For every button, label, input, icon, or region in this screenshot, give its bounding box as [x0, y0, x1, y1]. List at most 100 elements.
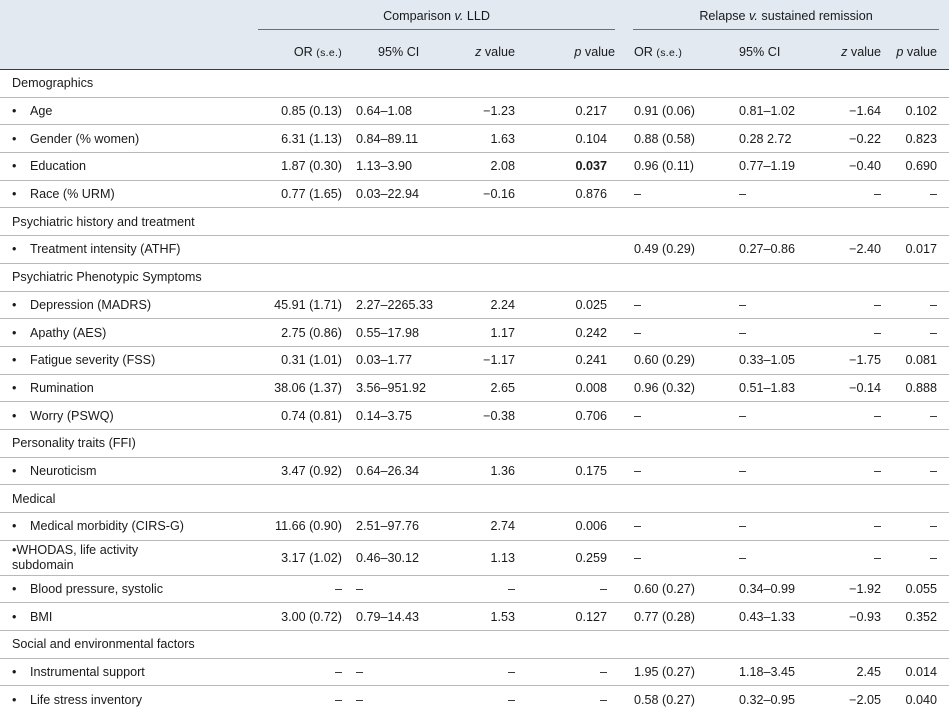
cell-z-right: –: [829, 401, 890, 430]
cell-p-left: 0.217: [525, 96, 626, 125]
cell-p-left: –: [525, 574, 626, 603]
cell-z-left: 2.74: [455, 512, 525, 541]
group-relapse-header: Relapse v. sustained remission: [625, 0, 949, 35]
cell-p-left: 0.706: [525, 401, 626, 430]
table-row: •WHODAS, life activity subdomain 3.17 (1.0…: [0, 539, 949, 576]
table-row: • Worry (PSWQ) 0.74 (0.81) 0.14–3.75 −0.38 0.…: [0, 401, 949, 430]
table-row: • Blood pressure, systolic – – – –0.60 (0.27)…: [0, 574, 949, 603]
bullet-glyph: •: [12, 582, 17, 597]
cell-or-left: –: [250, 685, 350, 714]
cell-z-right: −1.92: [829, 574, 890, 603]
cell-p-right: 0.017: [889, 235, 949, 264]
cell-p-right: –: [889, 456, 949, 485]
row-label-text: BMI: [30, 609, 53, 624]
cell-ci-right: 0.27–0.86: [717, 235, 830, 264]
cell-p-right: 0.823: [889, 124, 949, 153]
section-title: Psychiatric history and treatment: [0, 207, 949, 236]
cell-z-right: −1.75: [829, 345, 890, 375]
cell-or-right: –: [625, 401, 718, 430]
cell-ci-right: –: [717, 401, 830, 430]
row-label: • Rumination: [0, 373, 250, 402]
cell-or-left: 2.75 (0.86): [250, 318, 350, 347]
cell-z-left: [455, 235, 525, 264]
section-header-row: Medical: [0, 484, 949, 513]
cell-ci-left: 0.84–89.11: [350, 124, 455, 153]
cell-or-left: 3.17 (1.02): [250, 539, 350, 576]
cell-or-right: 0.60 (0.29): [625, 345, 718, 375]
row-label: • Apathy (AES): [0, 318, 250, 347]
bullet-glyph: •: [12, 609, 17, 624]
col-z-right: z value: [829, 35, 890, 70]
cell-ci-left: –: [350, 657, 455, 686]
row-label-text: Apathy (AES): [30, 325, 107, 340]
col-p-left: p value: [525, 35, 626, 70]
cell-or-left: –: [250, 574, 350, 603]
cell-p-left: 0.175: [525, 456, 626, 485]
cell-p-right: 0.040: [889, 685, 949, 714]
cell-or-right: 0.91 (0.06): [625, 96, 718, 125]
cell-or-right: 0.96 (0.11): [625, 152, 718, 181]
cell-or-right: 0.96 (0.32): [625, 373, 718, 402]
cell-or-right: 0.60 (0.27): [625, 574, 718, 603]
cell-or-left: [250, 235, 350, 264]
col-ci-left: 95% CI: [350, 35, 455, 70]
cell-z-right: –: [829, 179, 890, 208]
cell-z-left: 2.65: [455, 373, 525, 402]
row-label-text: Neuroticism: [30, 463, 97, 478]
row-label-text-cont: subdomain: [12, 557, 74, 572]
row-label-text: Race (% URM): [30, 187, 115, 202]
cell-ci-left: 0.14–3.75: [350, 401, 455, 430]
table-row: • Age 0.85 (0.13) 0.64–1.08 −1.23 0.217 0.91 (…: [0, 96, 949, 125]
cell-or-left: 3.00 (0.72): [250, 602, 350, 631]
cell-z-right: −0.22: [829, 124, 890, 153]
col-or-right: OR (s.e.): [625, 35, 718, 70]
bullet-glyph: •: [12, 297, 17, 312]
cell-ci-right: 0.34–0.99: [717, 574, 830, 603]
cell-z-left: 1.53: [455, 602, 525, 631]
cell-z-right: –: [829, 290, 890, 319]
section-title: Demographics: [0, 69, 949, 98]
section-header-row: Social and environmental factors: [0, 630, 949, 659]
cell-or-right: 0.88 (0.58): [625, 124, 718, 153]
cell-z-left: –: [455, 685, 525, 714]
table-row: • BMI 3.00 (0.72) 0.79–14.43 1.53 0.127 0.77 (…: [0, 602, 949, 631]
section-title: Personality traits (FFI): [0, 428, 949, 458]
bullet-glyph: •: [12, 353, 17, 368]
cell-ci-left: –: [350, 685, 455, 714]
header-blank: [0, 0, 250, 35]
cell-ci-right: –: [717, 179, 830, 208]
cell-or-left: 6.31 (1.13): [250, 124, 350, 153]
cell-p-right: 0.102: [889, 96, 949, 125]
cell-or-right: 0.58 (0.27): [625, 685, 718, 714]
cell-z-right: −1.64: [829, 96, 890, 125]
cell-ci-right: 0.32–0.95: [717, 685, 830, 714]
group-comparison-header: Comparison v. LLD: [250, 0, 625, 35]
row-label: •WHODAS, life activity subdomain: [0, 539, 250, 576]
cell-z-left: 1.17: [455, 318, 525, 347]
cell-ci-left: 0.64–1.08: [350, 96, 455, 125]
cell-or-right: 1.95 (0.27): [625, 657, 718, 686]
bullet-glyph: •: [12, 542, 17, 557]
cell-z-right: −2.40: [829, 235, 890, 264]
cell-p-right: 0.081: [889, 345, 949, 375]
row-label: • Age: [0, 96, 250, 125]
cell-z-right: −0.40: [829, 152, 890, 181]
cell-z-left: 2.08: [455, 152, 525, 181]
section-header-row: Personality traits (FFI): [0, 428, 949, 458]
row-label-text: Instrumental support: [30, 665, 145, 680]
row-label: • Instrumental support: [0, 657, 250, 686]
bullet-glyph: •: [12, 187, 17, 202]
row-label: • BMI: [0, 602, 250, 631]
section-title: Psychiatric Phenotypic Symptoms: [0, 262, 949, 291]
cell-z-right: –: [829, 512, 890, 541]
cell-ci-right: 0.33–1.05: [717, 345, 830, 375]
cell-p-left: 0.259: [525, 539, 626, 576]
cell-z-left: 1.13: [455, 539, 525, 576]
cell-or-left: 0.74 (0.81): [250, 401, 350, 430]
table-row: • Medical morbidity (CIRS-G) 11.66 (0.90) 2…: [0, 512, 949, 541]
cell-ci-left: –: [350, 574, 455, 603]
cell-ci-left: 2.51–97.76: [350, 512, 455, 541]
row-label-text: Education: [30, 159, 87, 174]
row-label-text: Worry (PSWQ): [30, 408, 114, 423]
